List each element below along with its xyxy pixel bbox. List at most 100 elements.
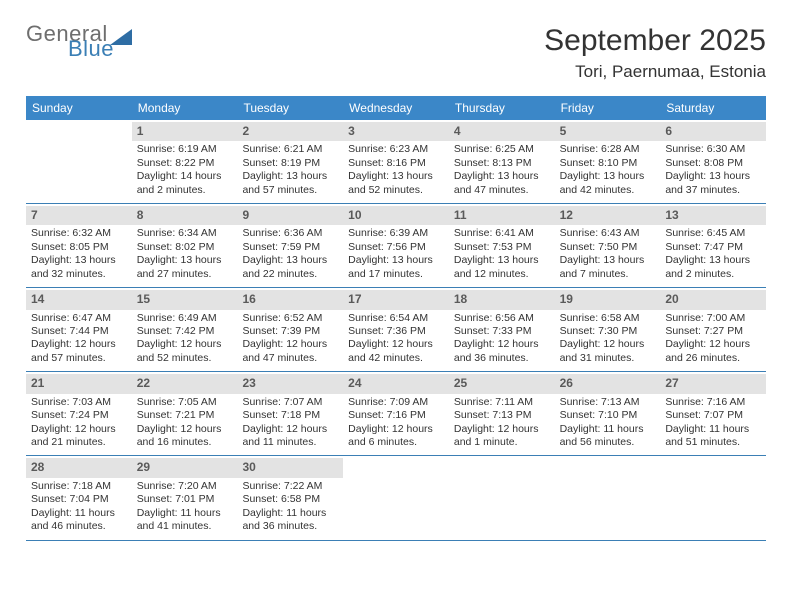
weeks-container: 1Sunrise: 6:19 AMSunset: 8:22 PMDaylight… [26,120,766,541]
sunrise-text: Sunrise: 6:45 AM [665,227,761,240]
sunset-text: Sunset: 8:05 PM [31,241,127,254]
daylight-text: Daylight: 13 hours and 32 minutes. [31,254,127,281]
sunset-text: Sunset: 7:04 PM [31,493,127,506]
day-cell: 7Sunrise: 6:32 AMSunset: 8:05 PMDaylight… [26,204,132,287]
daylight-text: Daylight: 13 hours and 22 minutes. [242,254,338,281]
day-cell [555,456,661,539]
daylight-text: Daylight: 13 hours and 37 minutes. [665,170,761,197]
day-content: Sunrise: 6:21 AMSunset: 8:19 PMDaylight:… [241,143,339,197]
daylight-text: Daylight: 11 hours and 56 minutes. [560,423,656,450]
day-content: Sunrise: 6:47 AMSunset: 7:44 PMDaylight:… [30,312,128,366]
sunset-text: Sunset: 7:21 PM [137,409,233,422]
day-number: 9 [237,206,343,225]
day-cell: 5Sunrise: 6:28 AMSunset: 8:10 PMDaylight… [555,120,661,203]
day-number: 20 [660,290,766,309]
sunrise-text: Sunrise: 7:22 AM [242,480,338,493]
sunset-text: Sunset: 7:10 PM [560,409,656,422]
sunrise-text: Sunrise: 6:19 AM [137,143,233,156]
day-content: Sunrise: 6:58 AMSunset: 7:30 PMDaylight:… [559,312,657,366]
sunrise-text: Sunrise: 6:39 AM [348,227,444,240]
daylight-text: Daylight: 13 hours and 17 minutes. [348,254,444,281]
sunrise-text: Sunrise: 7:13 AM [560,396,656,409]
week-row: 1Sunrise: 6:19 AMSunset: 8:22 PMDaylight… [26,120,766,204]
daylight-text: Daylight: 13 hours and 42 minutes. [560,170,656,197]
day-number: 17 [343,290,449,309]
weekday-header: Wednesday [343,96,449,120]
sunrise-text: Sunrise: 7:09 AM [348,396,444,409]
sunset-text: Sunset: 7:18 PM [242,409,338,422]
day-content: Sunrise: 6:25 AMSunset: 8:13 PMDaylight:… [453,143,551,197]
day-cell: 11Sunrise: 6:41 AMSunset: 7:53 PMDayligh… [449,204,555,287]
day-content: Sunrise: 6:54 AMSunset: 7:36 PMDaylight:… [347,312,445,366]
day-number: 28 [26,458,132,477]
daylight-text: Daylight: 12 hours and 26 minutes. [665,338,761,365]
sunrise-text: Sunrise: 7:07 AM [242,396,338,409]
sunrise-text: Sunrise: 7:00 AM [665,312,761,325]
sunrise-text: Sunrise: 6:30 AM [665,143,761,156]
day-content: Sunrise: 7:09 AMSunset: 7:16 PMDaylight:… [347,396,445,450]
day-number: 3 [343,122,449,141]
sunrise-text: Sunrise: 6:49 AM [137,312,233,325]
weekday-header: Sunday [26,96,132,120]
day-cell: 24 Sunrise: 7:09 AMSunset: 7:16 PMDayligh… [343,372,449,455]
day-content: Sunrise: 6:49 AMSunset: 7:42 PMDaylight:… [136,312,234,366]
day-number: 22 [132,374,238,393]
day-cell [343,456,449,539]
day-number: 10 [343,206,449,225]
day-cell: 12Sunrise: 6:43 AMSunset: 7:50 PMDayligh… [555,204,661,287]
day-content: Sunrise: 6:36 AMSunset: 7:59 PMDaylight:… [241,227,339,281]
day-cell: 19Sunrise: 6:58 AMSunset: 7:30 PMDayligh… [555,288,661,371]
daylight-text: Daylight: 11 hours and 41 minutes. [137,507,233,534]
sunrise-text: Sunrise: 6:34 AM [137,227,233,240]
day-content: Sunrise: 6:52 AMSunset: 7:39 PMDaylight:… [241,312,339,366]
weekday-header: Saturday [660,96,766,120]
day-content: Sunrise: 7:03 AMSunset: 7:24 PMDaylight:… [30,396,128,450]
logo-text: General Blue [26,24,132,60]
daylight-text: Daylight: 11 hours and 36 minutes. [242,507,338,534]
sunset-text: Sunset: 8:22 PM [137,157,233,170]
day-cell: 13Sunrise: 6:45 AMSunset: 7:47 PMDayligh… [660,204,766,287]
day-cell: 1Sunrise: 6:19 AMSunset: 8:22 PMDaylight… [132,120,238,203]
day-content: Sunrise: 7:13 AMSunset: 7:10 PMDaylight:… [559,396,657,450]
day-number: 2 [237,122,343,141]
sunset-text: Sunset: 7:47 PM [665,241,761,254]
day-cell: 4Sunrise: 6:25 AMSunset: 8:13 PMDaylight… [449,120,555,203]
daylight-text: Daylight: 12 hours and 21 minutes. [31,423,127,450]
sunset-text: Sunset: 7:44 PM [31,325,127,338]
day-cell: 29Sunrise: 7:20 AMSunset: 7:01 PMDayligh… [132,456,238,539]
day-number: 24 [343,374,449,393]
daylight-text: Daylight: 13 hours and 52 minutes. [348,170,444,197]
daylight-text: Daylight: 11 hours and 46 minutes. [31,507,127,534]
sunrise-text: Sunrise: 6:23 AM [348,143,444,156]
day-content: Sunrise: 7:05 AMSunset: 7:21 PMDaylight:… [136,396,234,450]
sunset-text: Sunset: 7:01 PM [137,493,233,506]
week-row: 14Sunrise: 6:47 AMSunset: 7:44 PMDayligh… [26,288,766,372]
weekday-header: Tuesday [237,96,343,120]
day-cell: 18 Sunrise: 6:56 AMSunset: 7:33 PMDayligh… [449,288,555,371]
daylight-text: Daylight: 13 hours and 7 minutes. [560,254,656,281]
daylight-text: Daylight: 13 hours and 57 minutes. [242,170,338,197]
sunset-text: Sunset: 8:19 PM [242,157,338,170]
day-number: 29 [132,458,238,477]
day-cell: 27Sunrise: 7:16 AMSunset: 7:07 PMDayligh… [660,372,766,455]
day-cell: 22 Sunrise: 7:05 AMSunset: 7:21 PMDayligh… [132,372,238,455]
day-content: Sunrise: 7:00 AMSunset: 7:27 PMDaylight:… [664,312,762,366]
day-content: Sunrise: 7:07 AMSunset: 7:18 PMDaylight:… [241,396,339,450]
day-cell: 25Sunrise: 7:11 AMSunset: 7:13 PMDayligh… [449,372,555,455]
day-cell: 8 Sunrise: 6:34 AMSunset: 8:02 PMDaylight… [132,204,238,287]
day-number: 18 [449,290,555,309]
daylight-text: Daylight: 12 hours and 11 minutes. [242,423,338,450]
logo-word-blue: Blue [68,39,132,60]
day-number: 25 [449,374,555,393]
day-cell [26,120,132,203]
day-content: Sunrise: 6:19 AMSunset: 8:22 PMDaylight:… [136,143,234,197]
daylight-text: Daylight: 12 hours and 36 minutes. [454,338,550,365]
sunrise-text: Sunrise: 6:47 AM [31,312,127,325]
day-content: Sunrise: 6:56 AMSunset: 7:33 PMDaylight:… [453,312,551,366]
daylight-text: Daylight: 12 hours and 52 minutes. [137,338,233,365]
day-number: 8 [132,206,238,225]
weekday-header-row: Sunday Monday Tuesday Wednesday Thursday… [26,96,766,120]
daylight-text: Daylight: 12 hours and 57 minutes. [31,338,127,365]
day-content: Sunrise: 6:34 AMSunset: 8:02 PMDaylight:… [136,227,234,281]
header: General Blue September 2025 Tori, Paernu… [26,24,766,82]
